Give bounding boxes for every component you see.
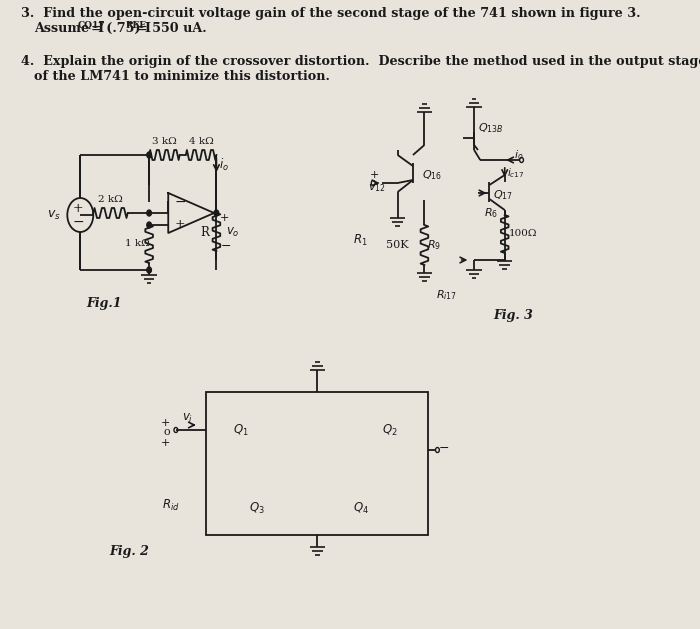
Text: CQ17: CQ17 xyxy=(78,21,106,30)
Text: $R_1$: $R_1$ xyxy=(354,233,368,248)
Text: 2 kΩ: 2 kΩ xyxy=(98,196,123,204)
Text: $v_i$: $v_i$ xyxy=(182,411,193,425)
Text: $Q_2$: $Q_2$ xyxy=(382,423,398,438)
Text: = 550 uA.: = 550 uA. xyxy=(137,21,206,35)
Text: = (.75) I: = (.75) I xyxy=(91,21,151,35)
Circle shape xyxy=(214,210,218,216)
Text: $Q_1$: $Q_1$ xyxy=(233,423,249,438)
Bar xyxy=(206,392,428,535)
Text: Fig.1: Fig.1 xyxy=(86,296,122,309)
Text: +: + xyxy=(370,170,379,180)
Text: Assume  I: Assume I xyxy=(34,21,104,35)
Text: 3.  Find the open-circuit voltage gain of the second stage of the 741 shown in f: 3. Find the open-circuit voltage gain of… xyxy=(22,8,641,21)
Text: +: + xyxy=(174,218,185,230)
Text: REF: REF xyxy=(125,21,146,30)
Text: +: + xyxy=(160,418,170,428)
Circle shape xyxy=(147,152,151,158)
Text: $R_{id}$: $R_{id}$ xyxy=(162,498,180,513)
Text: $R_9$: $R_9$ xyxy=(428,238,442,252)
Text: −: − xyxy=(72,215,84,229)
Text: +: + xyxy=(220,213,230,223)
Text: 100Ω: 100Ω xyxy=(508,230,537,238)
Text: o: o xyxy=(163,427,170,437)
Text: $R_{i17}$: $R_{i17}$ xyxy=(436,288,457,302)
Text: 50K: 50K xyxy=(386,240,409,250)
Text: 1 kΩ: 1 kΩ xyxy=(125,240,149,248)
Text: 3 kΩ: 3 kΩ xyxy=(152,138,177,147)
Circle shape xyxy=(147,210,151,216)
Text: $Q_{17}$: $Q_{17}$ xyxy=(494,188,513,202)
Text: −: − xyxy=(220,240,231,252)
Text: $i_o$: $i_o$ xyxy=(514,148,524,162)
Text: $v_o$: $v_o$ xyxy=(225,225,239,238)
Text: $Q_3$: $Q_3$ xyxy=(248,501,265,516)
Text: of the LM741 to minimize this distortion.: of the LM741 to minimize this distortion… xyxy=(34,69,330,82)
Text: Fig. 3: Fig. 3 xyxy=(494,308,533,321)
Text: +: + xyxy=(160,438,170,448)
Text: $v_s$: $v_s$ xyxy=(47,208,60,221)
Text: $Q_{16}$: $Q_{16}$ xyxy=(422,168,442,182)
Text: $Q_{13B}$: $Q_{13B}$ xyxy=(478,121,503,135)
Text: 4.  Explain the origin of the crossover distortion.  Describe the method used in: 4. Explain the origin of the crossover d… xyxy=(22,55,700,69)
Text: $i_o$: $i_o$ xyxy=(220,157,230,173)
Text: 4 kΩ: 4 kΩ xyxy=(189,138,213,147)
Text: $R_6$: $R_6$ xyxy=(484,206,498,220)
Text: +: + xyxy=(73,203,83,216)
Text: Fig. 2: Fig. 2 xyxy=(109,545,149,559)
Circle shape xyxy=(147,267,151,273)
Text: R: R xyxy=(200,226,209,238)
Text: $Q_4$: $Q_4$ xyxy=(354,501,370,516)
Text: $v_{12}$: $v_{12}$ xyxy=(368,182,386,194)
Circle shape xyxy=(147,222,151,228)
Text: −: − xyxy=(439,442,449,455)
Text: −: − xyxy=(174,195,186,209)
Text: $i_{c17}$: $i_{c17}$ xyxy=(507,166,524,180)
